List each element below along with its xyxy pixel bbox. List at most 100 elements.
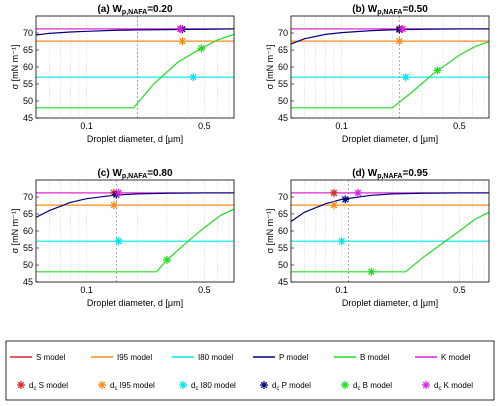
series-line-P [291, 192, 489, 222]
dc-markers [395, 24, 442, 82]
legend-dc-label-B: dc B model [353, 381, 392, 392]
series-line-B [291, 40, 489, 109]
y-tick-label: 45 [23, 277, 33, 287]
legend: S model dc S model I95 model dc I95 model I8… [5, 340, 495, 401]
y-tick-label: 45 [278, 277, 288, 287]
series-line-B [36, 208, 234, 273]
y-axis-label: σ [mN m⁻¹] [10, 209, 20, 254]
legend-box [5, 340, 495, 401]
y-tick-label: 50 [23, 96, 33, 106]
series-lines [36, 28, 234, 109]
x-tick-label: 0.5 [453, 285, 466, 295]
dc-marker-B [197, 44, 206, 53]
dc-marker-K [353, 188, 362, 197]
legend-label-I80: I80 model [198, 353, 233, 362]
legend-dc-label-I95: dc I95 model [110, 381, 155, 392]
grid [49, 16, 230, 118]
x-axis-label: Droplet diameter, d [μm] [342, 134, 438, 144]
x-tick-label: 0.5 [198, 121, 211, 131]
dc-marker-B [163, 255, 172, 264]
y-axis-label: σ [mN m⁻¹] [265, 209, 275, 254]
x-tick-label: 0.1 [335, 121, 348, 131]
dc-marker-I80 [114, 237, 123, 246]
series-line-B [36, 33, 234, 109]
legend-marker-K [422, 381, 430, 389]
y-tick-label: 50 [278, 96, 288, 106]
y-tick-label: 65 [23, 209, 33, 219]
dc-marker-I95 [329, 201, 338, 210]
y-tick-label: 70 [278, 28, 288, 38]
y-tick-label: 65 [278, 209, 288, 219]
chart-panel-3: 45 50 55 60 65 70 0.1 0.5 (d) Wp,NAFA=0.95 Drople… [265, 168, 490, 308]
dc-markers [329, 188, 376, 276]
dc-marker-P [341, 195, 350, 204]
series-line-B [291, 211, 489, 273]
dc-marker-I80 [401, 73, 410, 82]
y-tick-label: 45 [23, 113, 33, 123]
dc-marker-K [114, 188, 123, 197]
legend-label-B: B model [360, 353, 390, 362]
y-tick-label: 60 [278, 226, 288, 236]
y-tick-label: 50 [23, 260, 33, 270]
y-tick-label: 70 [23, 28, 33, 38]
series-lines [291, 28, 489, 109]
legend-dc-label-I80: dc I80 model [191, 381, 236, 392]
dc-marker-K [398, 24, 407, 33]
dc-marker-I80 [337, 237, 346, 246]
legend-dc-label-P: dc P model [272, 381, 311, 392]
dc-marker-I80 [189, 73, 198, 82]
dc-marker-S [329, 188, 338, 197]
grid [49, 180, 230, 282]
dc-marker-K [176, 24, 185, 33]
y-tick-label: 70 [23, 192, 33, 202]
y-axis-label: σ [mN m⁻¹] [10, 45, 20, 90]
legend-label-I95: I95 model [117, 353, 152, 362]
chart-panel-2: 45 50 55 60 65 70 0.1 0.5 (c) Wp,NAFA=0.80 Drople… [10, 168, 235, 308]
y-tick-label: 60 [278, 62, 288, 72]
legend-label-K: K model [441, 353, 471, 362]
y-tick-label: 65 [278, 45, 288, 55]
legend-marker-S [17, 381, 25, 389]
y-tick-label: 65 [23, 45, 33, 55]
legend-marker-I95 [98, 381, 106, 389]
dc-marker-I95 [178, 37, 187, 46]
legend-label-S: S model [36, 353, 66, 362]
panel-title: (a) Wp,NAFA=0.20 [97, 4, 172, 16]
x-tick-label: 0.1 [335, 285, 348, 295]
x-tick-label: 0.5 [198, 285, 211, 295]
legend-dc-label-S: dc S model [29, 381, 68, 392]
y-axis-label: σ [mN m⁻¹] [265, 45, 275, 90]
dc-marker-I95 [109, 201, 118, 210]
x-tick-label: 0.5 [453, 121, 466, 131]
panel-title: (c) Wp,NAFA=0.80 [97, 168, 172, 180]
y-tick-label: 60 [23, 226, 33, 236]
y-tick-label: 50 [278, 260, 288, 270]
chart-panel-1: 45 50 55 60 65 70 0.1 0.5 (b) Wp,NAFA=0.50 Drople… [265, 4, 490, 144]
series-line-P [291, 28, 489, 45]
dc-markers [176, 24, 206, 82]
y-tick-label: 70 [278, 192, 288, 202]
x-tick-label: 0.1 [80, 285, 93, 295]
y-tick-label: 55 [23, 79, 33, 89]
x-tick-label: 0.1 [80, 121, 93, 131]
legend-dc-label-K: dc K model [434, 381, 473, 392]
panel-title: (b) Wp,NAFA=0.50 [352, 4, 428, 16]
y-tick-label: 60 [23, 62, 33, 72]
series-lines [291, 192, 489, 273]
x-axis-label: Droplet diameter, d [μm] [87, 298, 183, 308]
y-tick-label: 45 [278, 113, 288, 123]
dc-marker-B [433, 66, 442, 75]
dc-marker-B [367, 267, 376, 276]
x-axis-label: Droplet diameter, d [μm] [87, 134, 183, 144]
legend-marker-P [260, 381, 268, 389]
y-tick-label: 55 [278, 243, 288, 253]
chart-panel-0: 45 50 55 60 65 70 0.1 0.5 (a) Wp,NAFA=0.20 Drople… [10, 4, 235, 144]
series-line-P [36, 28, 234, 36]
grid [304, 180, 485, 282]
legend-marker-B [341, 381, 349, 389]
y-tick-label: 55 [278, 79, 288, 89]
grid [304, 16, 485, 118]
x-axis-label: Droplet diameter, d [μm] [342, 298, 438, 308]
y-tick-label: 55 [23, 243, 33, 253]
